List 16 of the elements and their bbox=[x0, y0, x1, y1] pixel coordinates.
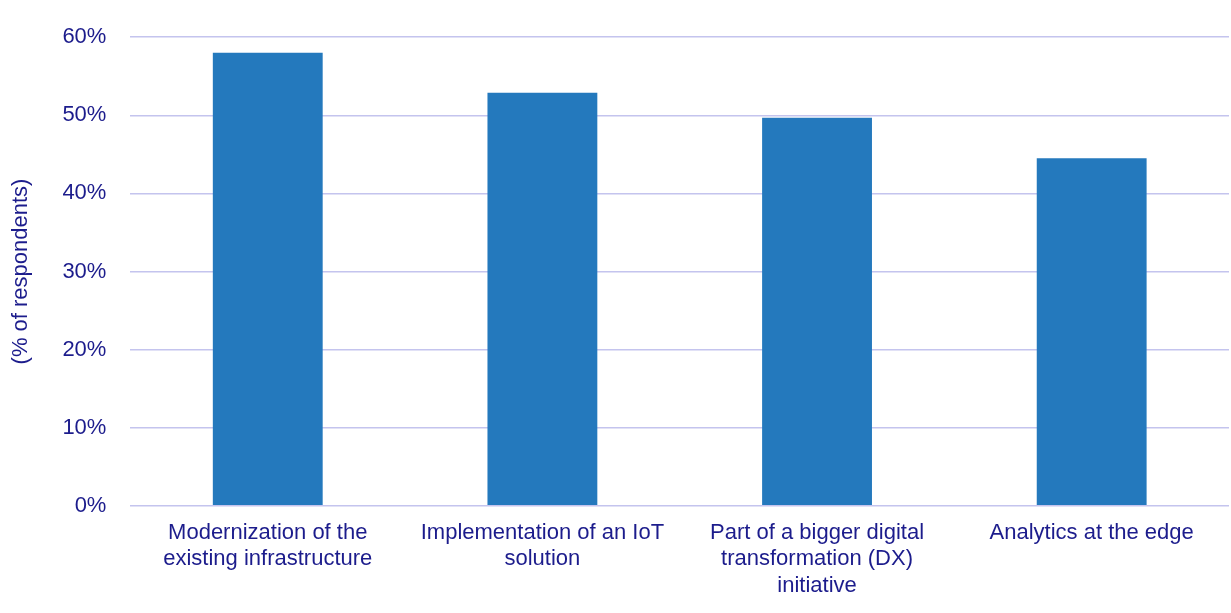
bar bbox=[762, 117, 872, 506]
y-tick-label: 40% bbox=[62, 179, 107, 205]
bar bbox=[1036, 158, 1147, 506]
x-tick-label: Modernization of the existing infrastructure bbox=[163, 519, 373, 571]
x-tick-label: Implementation of an IoT solution bbox=[420, 519, 665, 571]
y-tick-label: 0% bbox=[74, 491, 107, 517]
x-tick-label: Part of a bigger digital transformation (DX) initiative bbox=[710, 519, 925, 597]
bar bbox=[212, 52, 323, 506]
x-tick-label: Analytics at the edge bbox=[989, 519, 1194, 545]
y-tick-label: 20% bbox=[62, 335, 107, 361]
y-tick-label: 60% bbox=[62, 23, 107, 49]
y-axis-title: (% of respondents) bbox=[7, 178, 33, 365]
y-tick-label: 30% bbox=[62, 257, 107, 283]
bar bbox=[487, 92, 598, 506]
y-tick-label: 10% bbox=[62, 413, 107, 439]
y-tick-label: 50% bbox=[62, 101, 107, 127]
